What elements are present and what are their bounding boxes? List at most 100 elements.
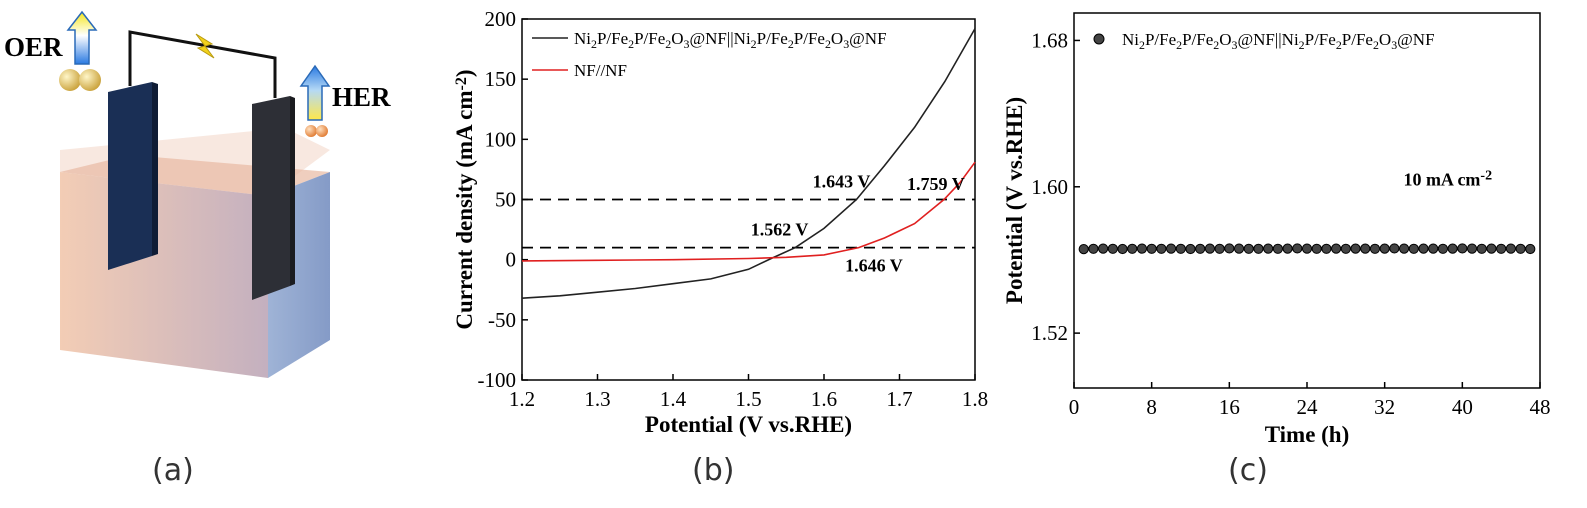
- value-annotation: 10 mA cm-2: [1403, 169, 1492, 190]
- x-tick-label: 1.3: [584, 387, 610, 411]
- data-point: [1282, 243, 1293, 254]
- data-point: [1127, 243, 1138, 254]
- x-tick-label: 1.5: [735, 387, 761, 411]
- x-tick-label: 1.8: [962, 387, 988, 411]
- tank-front: [60, 172, 268, 378]
- data-point: [1098, 243, 1109, 254]
- oer-arrow-icon: [66, 10, 98, 65]
- x-tick-label: 1.6: [811, 387, 837, 411]
- data-point: [1136, 243, 1148, 254]
- x-tick-label: 24: [1297, 395, 1319, 419]
- y-tick-label: 0: [506, 248, 517, 272]
- plot-frame: [1073, 12, 1541, 389]
- x-tick-label: 8: [1146, 395, 1157, 419]
- legend-label: NF//NF: [574, 61, 627, 80]
- data-point: [1447, 243, 1458, 254]
- value-annotation: 1.646 V: [845, 256, 903, 276]
- legend-label: Ni2P/Fe2P/Fe2O3@NF||Ni2P/Fe2P/Fe2O3@NF: [574, 29, 887, 51]
- value-annotation: 1.643 V: [813, 171, 871, 191]
- data-point: [1486, 243, 1497, 254]
- panel-a-schematic: OER HER (a): [4, 10, 391, 488]
- data-point: [1525, 243, 1536, 255]
- data-point: [1466, 243, 1478, 254]
- data-point: [1214, 243, 1225, 254]
- data-point: [1165, 243, 1177, 254]
- y-tick-label: 200: [485, 7, 517, 31]
- series-line-2: [521, 161, 976, 262]
- data-point: [1428, 243, 1439, 254]
- data-point: [1107, 243, 1118, 254]
- y-axis-label: Current density (mA cm-2): [452, 69, 477, 329]
- data-point: [1476, 243, 1487, 254]
- x-tick-label: 48: [1530, 395, 1551, 419]
- data-point: [1331, 243, 1342, 254]
- data-point: [1418, 243, 1429, 254]
- data-point: [1437, 243, 1449, 254]
- data-point: [1233, 243, 1245, 254]
- data-point: [1146, 243, 1157, 254]
- data-point: [1292, 243, 1303, 254]
- data-point: [1272, 243, 1283, 254]
- x-tick-label: 1.4: [660, 387, 687, 411]
- oxygen-bubble-icon: [59, 69, 81, 91]
- data-point: [1515, 243, 1526, 254]
- anode-electrode-side: [152, 82, 158, 256]
- data-point: [1408, 243, 1419, 254]
- lightning-icon: [195, 33, 215, 59]
- data-point: [1389, 243, 1400, 254]
- legend-label: Ni2P/Fe2P/Fe2O3@NF||Ni2P/Fe2P/Fe2O3@NF: [1122, 30, 1435, 52]
- data-point: [1156, 243, 1167, 254]
- data-point: [1185, 243, 1196, 255]
- circuit-wire: [128, 30, 277, 98]
- y-tick-label: 1.52: [1031, 321, 1068, 345]
- her-arrow-icon: [299, 64, 331, 121]
- x-tick-label: 0: [1069, 395, 1080, 419]
- oer-label: OER: [4, 32, 63, 62]
- y-tick-label: 1.68: [1031, 28, 1068, 52]
- data-point: [1379, 243, 1390, 254]
- data-point: [1117, 243, 1128, 255]
- oxygen-bubble-icon: [79, 69, 101, 91]
- data-point: [1496, 243, 1507, 254]
- value-annotation: 1.562 V: [751, 220, 809, 240]
- y-tick-label: 150: [485, 67, 517, 91]
- y-tick-label: -100: [478, 368, 517, 392]
- x-tick-label: 1.2: [509, 387, 535, 411]
- y-tick-label: 100: [485, 127, 517, 151]
- y-tick-label: 1.60: [1031, 175, 1068, 199]
- x-axis-label: Time (h): [1265, 422, 1350, 447]
- panel-b-lsv-chart: 1.2 1.3 1.4 1.5 1.6 1.7 1.8 -100 -50 0 50 100 150 200…: [452, 7, 988, 437]
- x-tick-label: 1.7: [886, 387, 912, 411]
- data-point: [1243, 243, 1254, 254]
- data-point: [1088, 243, 1099, 254]
- data-point: [1263, 243, 1274, 254]
- her-label: HER: [332, 82, 391, 112]
- data-point: [1398, 243, 1410, 254]
- y-axis-label: Potential (V vs.RHE): [1002, 97, 1027, 304]
- data-point: [1195, 243, 1206, 254]
- cathode-electrode: [252, 96, 290, 300]
- data-point: [1369, 243, 1381, 254]
- panel-c-label: (c): [1228, 453, 1268, 488]
- panel-a-label: (a): [152, 453, 194, 488]
- data-point: [1350, 243, 1361, 254]
- data-point: [1224, 243, 1235, 254]
- legend-marker: [1093, 33, 1105, 45]
- panel-c-stability-chart: 0 8 16 24 32 40 48 1.52 1.60 1.68 Ni2P/Fe2P/Fe2O3@…: [1002, 12, 1551, 447]
- data-point: [1301, 243, 1313, 254]
- data-point: [1204, 243, 1216, 254]
- data-point: [1457, 243, 1468, 254]
- y-tick-label: -50: [488, 308, 516, 332]
- value-annotation: 1.759 V: [907, 174, 965, 194]
- y-tick-label: 50: [495, 188, 516, 212]
- data-point: [1175, 243, 1186, 254]
- anode-electrode: [108, 82, 152, 270]
- hydrogen-bubble-icon: [316, 125, 328, 137]
- hydrogen-bubble-icon: [305, 125, 317, 137]
- data-point: [1360, 243, 1371, 254]
- data-point: [1505, 243, 1516, 254]
- panel-b-label: (b): [692, 453, 734, 488]
- data-point: [1078, 244, 1089, 255]
- data-point: [1321, 243, 1332, 254]
